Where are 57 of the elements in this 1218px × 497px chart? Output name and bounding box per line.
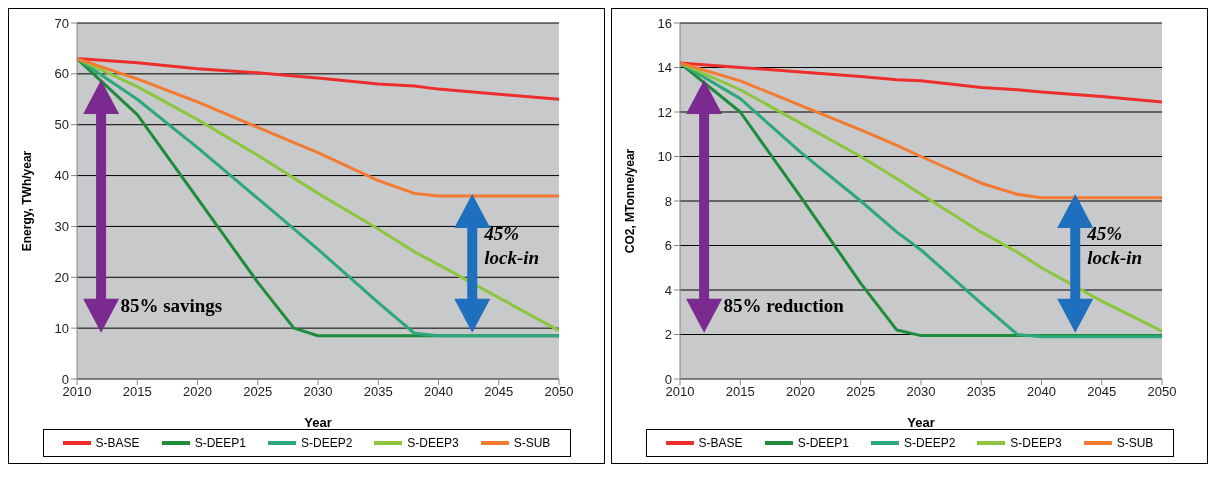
y-tick-label: 14	[657, 60, 672, 76]
legend-label: S-DEEP2	[300, 436, 353, 450]
y-tick-label: 2	[664, 327, 672, 343]
y-tick-label: 70	[54, 15, 69, 31]
x-tick-label: 2040	[1027, 384, 1056, 400]
y-tick-label: 10	[657, 149, 672, 165]
annotation: 85% reduction	[723, 295, 844, 318]
x-tick-label: 2035	[966, 384, 996, 400]
x-tick-label: 2030	[303, 384, 333, 400]
y-tick-label: 8	[664, 193, 672, 209]
y-tick-label: 16	[657, 15, 672, 31]
legend-label: S-SUB	[513, 436, 551, 450]
x-tick-label: 2045	[484, 384, 514, 400]
annotation: 45% lock-in	[484, 222, 541, 271]
y-tick-label: 12	[657, 104, 672, 120]
x-tick-label: 2040	[424, 384, 453, 400]
line-series	[680, 61, 1162, 200]
legend-label: S-BASE	[698, 436, 743, 450]
legend-label: S-DEEP2	[903, 436, 956, 450]
x-axis-title: Year	[304, 415, 332, 430]
x-tick-label: 2020	[786, 384, 815, 400]
y-tick-label: 6	[664, 238, 672, 254]
x-tick-label: 2020	[183, 384, 212, 400]
legend-label: S-DEEP3	[1010, 436, 1062, 450]
y-tick-label: 0	[664, 371, 672, 387]
y-axis-title: Energy, TWh/year	[20, 150, 35, 252]
line-series	[77, 57, 559, 198]
y-tick-label: 60	[54, 66, 69, 82]
x-tick-label: 2010	[665, 384, 695, 400]
y-axis-title: CO2, MTonne/year	[623, 148, 638, 254]
legend-label: S-DEEP1	[797, 436, 849, 450]
y-tick-label: 4	[664, 282, 672, 298]
y-tick-label: 0	[61, 371, 69, 387]
annotation: 85% savings	[120, 295, 223, 318]
y-tick-label: 20	[54, 269, 69, 285]
legend-label: S-SUB	[1116, 436, 1154, 450]
legend-label: S-DEEP1	[194, 436, 246, 450]
x-tick-label: 2035	[363, 384, 393, 400]
line-series	[77, 57, 559, 101]
x-tick-label: 2045	[1087, 384, 1117, 400]
x-axis-title: Year	[907, 415, 935, 430]
y-tick-label: 10	[54, 320, 69, 336]
y-tick-label: 30	[54, 219, 69, 235]
y-tick-label: 50	[54, 117, 69, 133]
line-series	[680, 61, 1162, 104]
x-tick-label: 2025	[846, 384, 876, 400]
x-tick-label: 2015	[122, 384, 152, 400]
legend-label: S-BASE	[95, 436, 140, 450]
x-tick-label: 2030	[906, 384, 936, 400]
y-tick-label: 40	[54, 168, 69, 184]
x-tick-label: 2015	[725, 384, 755, 400]
legend-label: S-DEEP3	[407, 436, 459, 450]
x-tick-label: 2050	[1147, 384, 1177, 400]
x-tick-label: 2050	[544, 384, 574, 400]
x-tick-label: 2010	[62, 384, 92, 400]
x-tick-label: 2025	[243, 384, 273, 400]
annotation: 45% lock-in	[1087, 222, 1144, 271]
